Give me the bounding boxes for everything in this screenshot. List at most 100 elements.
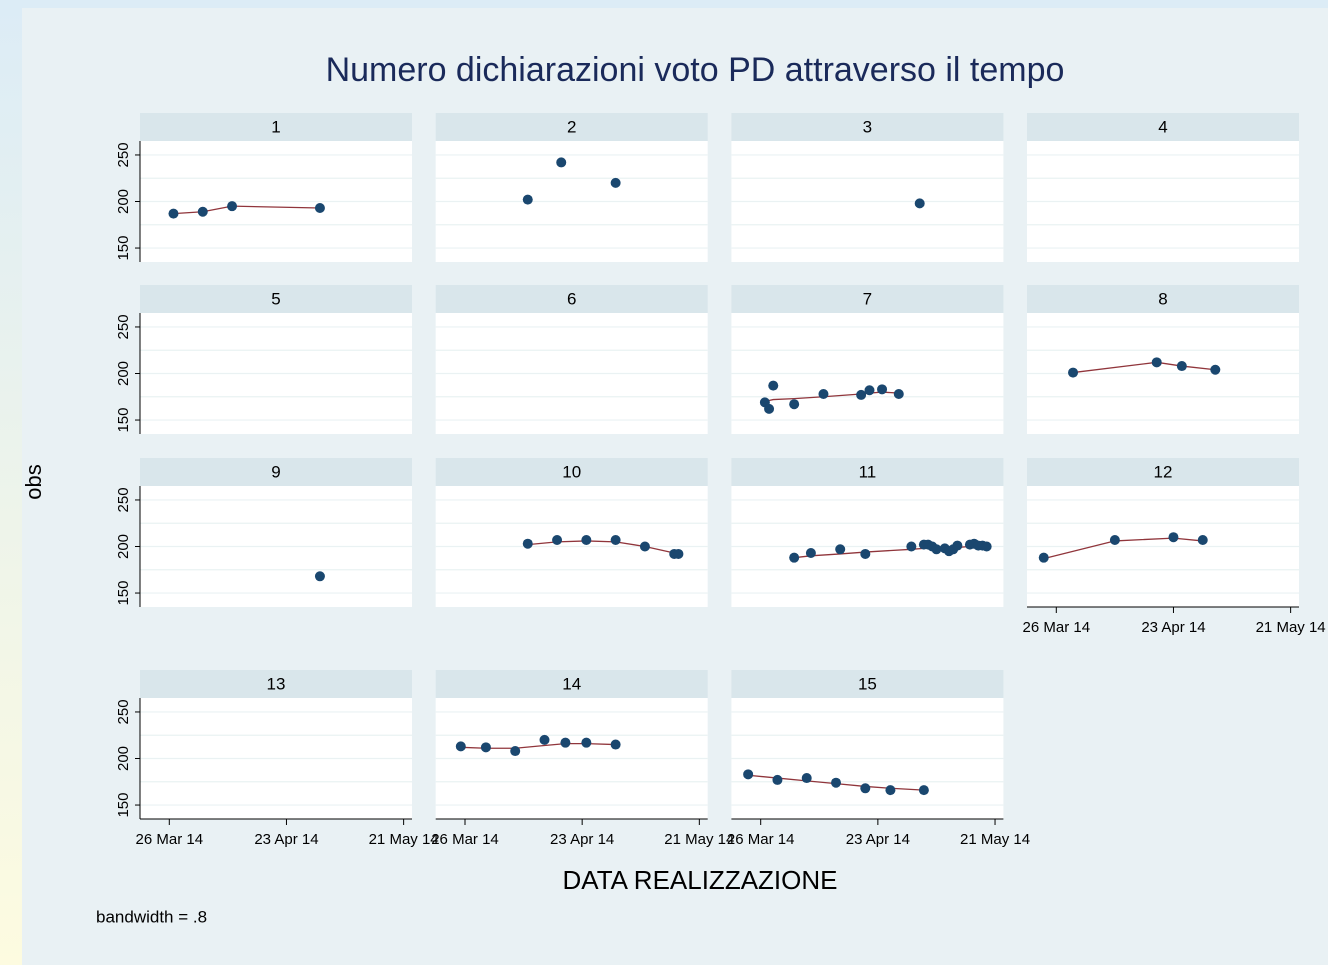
point [906, 541, 917, 552]
point [480, 742, 491, 753]
panel-label: 7 [863, 289, 872, 308]
y-axis-label: obs [21, 464, 46, 499]
lowess-line [1043, 537, 1203, 560]
chart-title: Numero dichiarazioni voto PD attraverso … [326, 51, 1065, 89]
panel-header [1027, 285, 1299, 313]
point [455, 741, 466, 752]
point [805, 548, 816, 559]
point [801, 773, 812, 784]
x-tick-label: 23 Apr 14 [254, 831, 318, 848]
point [510, 746, 521, 757]
point [860, 783, 871, 794]
x-tick-label: 21 May 14 [960, 831, 1030, 848]
panel-label: 15 [858, 674, 877, 693]
point [227, 201, 238, 212]
point [610, 739, 621, 750]
note: bandwidth = .8 [96, 907, 207, 926]
point [918, 785, 929, 796]
panel-header [731, 670, 1004, 698]
y-tick-label: 250 [115, 699, 132, 724]
point [893, 388, 904, 399]
point [789, 552, 800, 563]
point [864, 385, 875, 396]
point [743, 769, 754, 780]
point [772, 774, 783, 785]
panel-header [435, 670, 708, 698]
panel-header [731, 113, 1004, 141]
panel-label: 4 [1158, 117, 1167, 136]
panel-header [1027, 113, 1299, 141]
point [552, 534, 563, 545]
panel-label: 6 [567, 289, 576, 308]
y-tick-label: 250 [115, 487, 132, 512]
panel-label: 2 [567, 117, 576, 136]
panel-label: 8 [1158, 289, 1167, 308]
x-tick-label: 23 Apr 14 [1141, 619, 1205, 636]
panel-label: 5 [271, 289, 280, 308]
y-tick-label: 150 [115, 236, 132, 261]
point [1109, 534, 1120, 545]
y-tick-label: 250 [115, 314, 132, 339]
panel-header [731, 458, 1004, 486]
panel-label: 14 [562, 674, 581, 693]
point [1176, 361, 1187, 372]
panel-header [140, 670, 412, 698]
point [885, 785, 896, 796]
point [610, 534, 621, 545]
panel-header [435, 285, 708, 313]
panel-header [140, 285, 412, 313]
point [314, 571, 325, 582]
x-tick-label: 26 Mar 14 [136, 831, 204, 848]
background-band [0, 0, 1328, 8]
point [831, 777, 842, 788]
y-tick-label: 200 [115, 534, 132, 559]
point [539, 734, 550, 745]
point [1168, 532, 1179, 543]
panel-label: 13 [267, 674, 286, 693]
point [768, 380, 779, 391]
y-tick-label: 200 [115, 746, 132, 771]
point [1151, 357, 1162, 368]
point [560, 737, 571, 748]
point [639, 541, 650, 552]
panel-header [731, 285, 1004, 313]
x-tick-label: 23 Apr 14 [550, 831, 614, 848]
y-tick-label: 150 [115, 581, 132, 606]
panel-label: 9 [271, 462, 280, 481]
x-tick-label: 26 Mar 14 [431, 831, 499, 848]
point [1068, 367, 1079, 378]
point [877, 384, 888, 395]
panel-header [140, 458, 412, 486]
point [818, 388, 829, 399]
point [860, 548, 871, 559]
x-tick-label: 23 Apr 14 [846, 831, 910, 848]
point [673, 548, 684, 559]
panel-label: 1 [271, 117, 280, 136]
x-tick-label: 21 May 14 [664, 831, 734, 848]
point [981, 541, 992, 552]
x-tick-label: 26 Mar 14 [727, 831, 795, 848]
point [931, 544, 942, 555]
point [1197, 534, 1208, 545]
lowess-line [1072, 361, 1216, 374]
point [789, 399, 800, 410]
point [522, 194, 533, 205]
point [556, 157, 567, 168]
point [581, 737, 592, 748]
y-tick-label: 150 [115, 793, 132, 818]
panel-header [1027, 458, 1299, 486]
panel-label: 10 [562, 462, 581, 481]
panel-label: 12 [1154, 462, 1173, 481]
y-tick-label: 250 [115, 142, 132, 167]
x-tick-label: 26 Mar 14 [1023, 619, 1091, 636]
y-tick-label: 150 [115, 408, 132, 433]
x-tick-label: 21 May 14 [369, 831, 439, 848]
panel-label: 11 [859, 462, 877, 481]
x-tick-label: 21 May 14 [1256, 619, 1326, 636]
panel-header [435, 458, 708, 486]
point [522, 538, 533, 549]
point [952, 540, 963, 551]
point [197, 206, 208, 217]
